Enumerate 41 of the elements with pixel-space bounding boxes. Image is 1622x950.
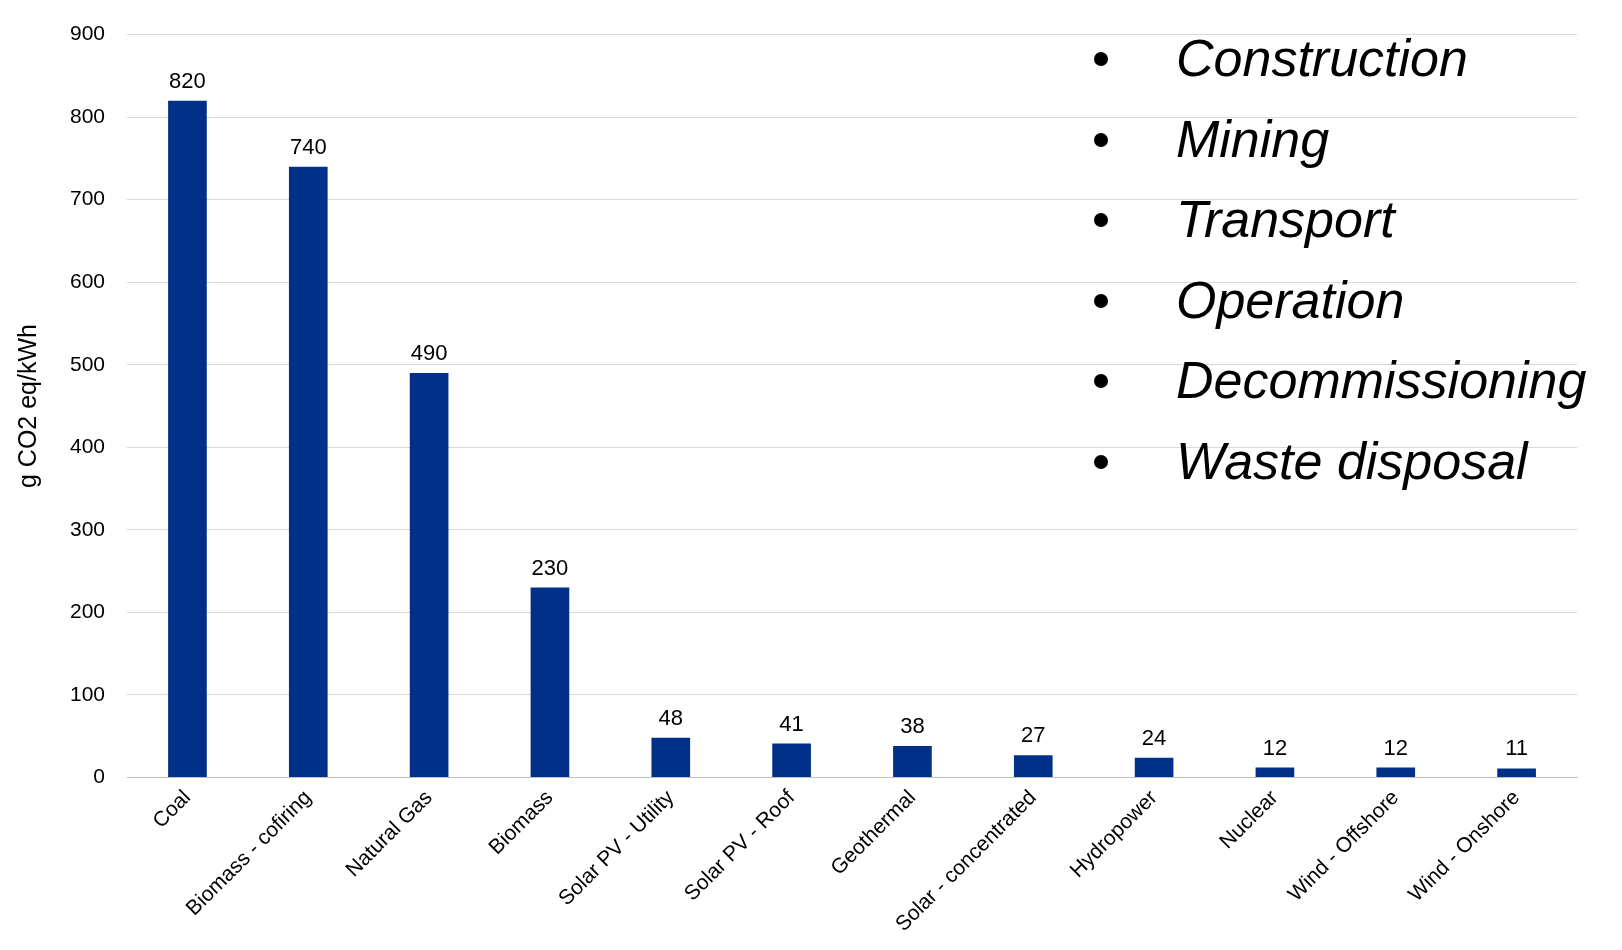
data-label: 820 xyxy=(169,67,206,93)
annotation: Construction xyxy=(1176,29,1468,87)
y-axis-title: g CO2 eq/kWh xyxy=(12,324,41,489)
annotation: Mining xyxy=(1176,109,1330,168)
bar xyxy=(530,587,570,777)
data-label: 12 xyxy=(1262,734,1288,760)
data-label: 24 xyxy=(1141,724,1167,750)
y-tick-label: 800 xyxy=(69,103,106,127)
data-label: 740 xyxy=(289,133,327,159)
bar xyxy=(1376,767,1416,777)
annotation: Waste disposal xyxy=(1176,431,1528,490)
y-tick-label: 100 xyxy=(69,681,106,705)
annotation: Transport xyxy=(1176,190,1395,248)
data-label: 230 xyxy=(531,554,569,580)
bar xyxy=(1013,755,1053,777)
bar xyxy=(772,743,811,777)
bar xyxy=(409,373,449,777)
bar xyxy=(893,746,932,777)
y-tick-label: 600 xyxy=(69,269,106,293)
y-tick-label: 300 xyxy=(69,516,106,540)
y-tick-label: 900 xyxy=(69,21,106,45)
data-label: 41 xyxy=(779,710,804,736)
y-tick-label: 500 xyxy=(69,351,106,375)
bar xyxy=(1497,768,1536,777)
y-tick-label: 700 xyxy=(69,186,106,210)
annotation: Decommissioning xyxy=(1176,351,1587,409)
annotation: Operation xyxy=(1176,270,1405,329)
bar xyxy=(1255,767,1295,777)
y-tick-label: 200 xyxy=(69,599,106,623)
data-label: 27 xyxy=(1021,722,1046,748)
bar xyxy=(1134,757,1174,777)
data-label: 38 xyxy=(900,713,925,739)
data-label: 48 xyxy=(658,704,684,730)
data-label: 12 xyxy=(1383,734,1408,760)
bar xyxy=(651,737,691,777)
bar xyxy=(168,100,207,777)
data-label: 11 xyxy=(1505,735,1529,761)
bar xyxy=(288,166,328,777)
y-tick-label: 400 xyxy=(69,434,106,458)
y-tick-label: 0 xyxy=(93,764,106,788)
data-label: 490 xyxy=(410,340,448,366)
